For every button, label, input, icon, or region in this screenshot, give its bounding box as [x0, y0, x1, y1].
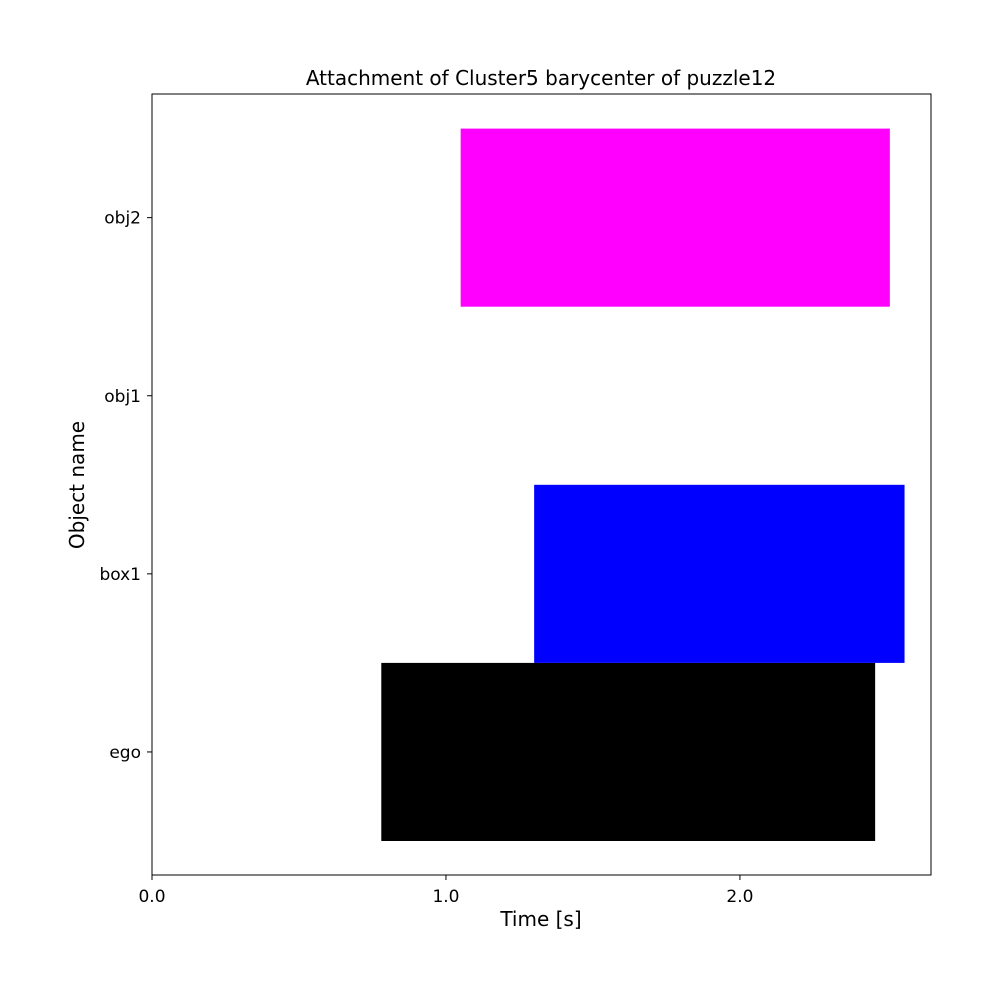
x-axis: 0.0 1.0 2.0	[138, 875, 753, 907]
chart-title: Attachment of Cluster5 barycenter of puz…	[306, 66, 776, 90]
plot-frame	[151, 93, 932, 876]
bar-obj2	[460, 128, 890, 307]
x-axis-label: Time [s]	[499, 907, 581, 931]
bar-ego	[381, 662, 876, 841]
y-tick-label: box1	[99, 565, 141, 585]
y-tick-label: ego	[109, 743, 141, 763]
x-tick-label: 1.0	[432, 887, 459, 907]
y-tick-label: obj1	[104, 387, 141, 407]
bars-group	[381, 128, 905, 841]
x-tick-label: 0.0	[138, 887, 165, 907]
y-axis: ego box1 obj1 obj2	[99, 209, 152, 763]
y-axis-label: Object name	[65, 421, 89, 549]
bar-box1	[534, 484, 905, 663]
y-tick-label: obj2	[104, 209, 141, 229]
x-tick-label: 2.0	[726, 887, 753, 907]
